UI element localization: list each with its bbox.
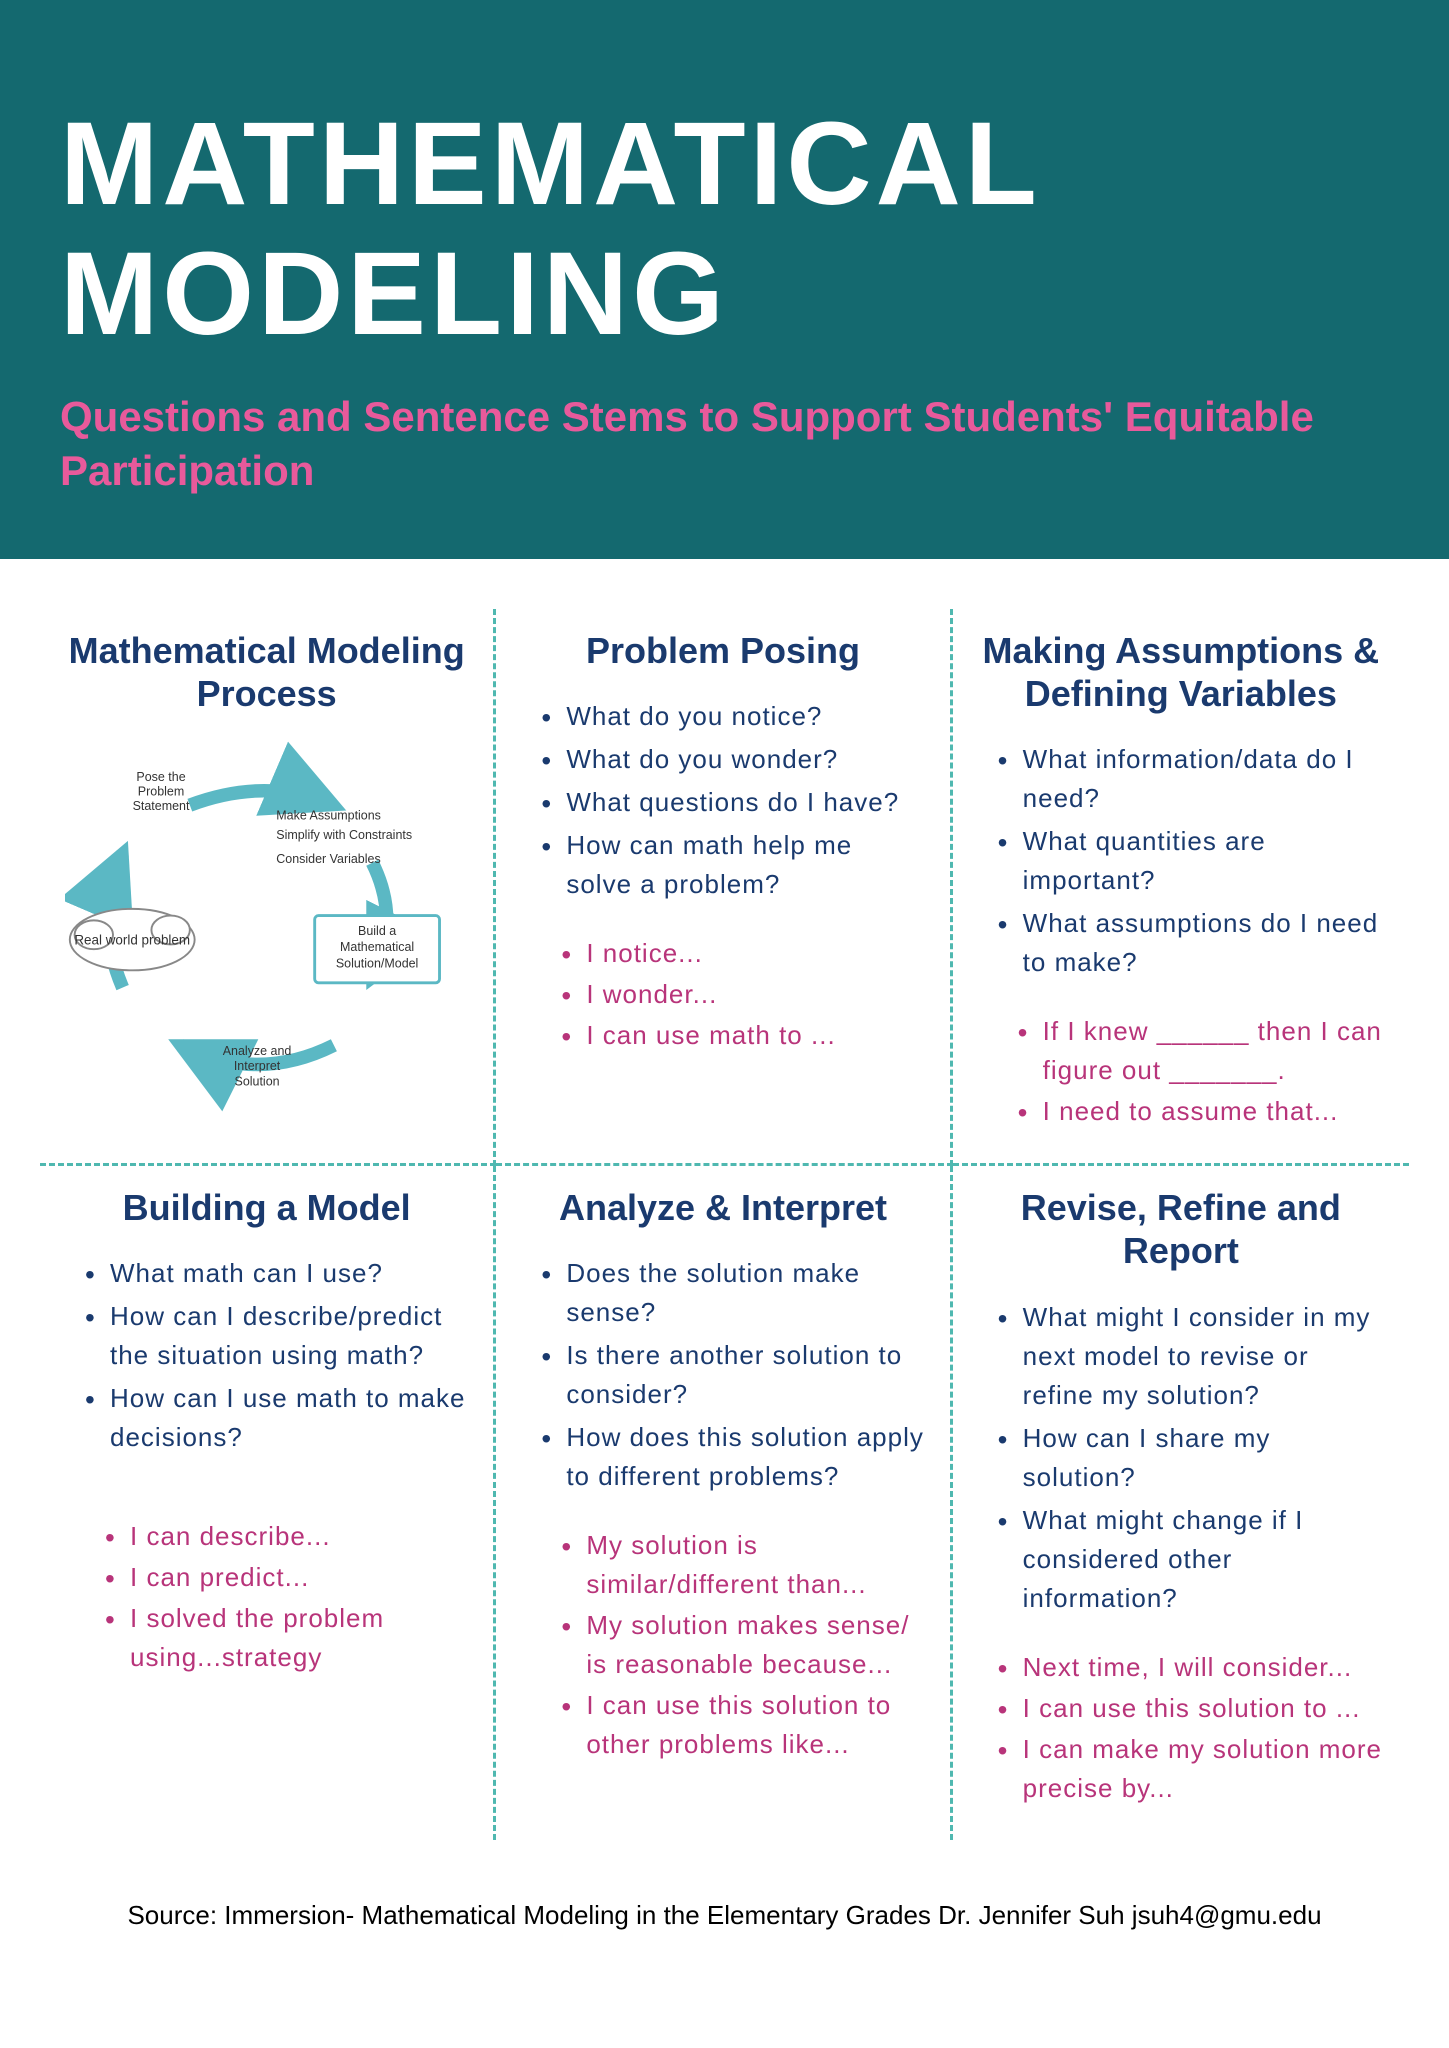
svg-text:Statement: Statement [133,799,190,813]
section-title: Analyze & Interpret [521,1186,924,1229]
section-assumptions: Making Assumptions & Defining Variables … [953,609,1409,1166]
stem-item: I wonder... [561,975,924,1014]
svg-text:Consider Variables: Consider Variables [276,852,380,866]
header-banner: MATHEMATICAL MODELING Questions and Sent… [0,0,1449,559]
stem-item: I can use this solution to other problem… [561,1686,924,1764]
question-list: What math can I use? How can I describe/… [65,1254,468,1457]
svg-text:Interpret: Interpret [234,1059,281,1073]
section-title: Revise, Refine and Report [978,1186,1384,1272]
question-item: How can I use math to make decisions? [85,1379,468,1457]
stem-list: My solution is similar/different than...… [521,1526,924,1764]
section-title: Mathematical Modeling Process [65,629,468,715]
question-list: What do you notice? What do you wonder? … [521,697,924,904]
grid-container: Mathematical Modeling Process [40,609,1409,1840]
section-analyze: Analyze & Interpret Does the solution ma… [496,1166,952,1839]
question-item: What information/data do I need? [998,740,1384,818]
question-list: What information/data do I need? What qu… [978,740,1384,982]
svg-text:Solution/Model: Solution/Model [336,957,418,971]
svg-text:Simplify with Constraints: Simplify with Constraints [276,828,412,842]
svg-text:Make Assumptions: Make Assumptions [276,809,381,823]
question-item: What do you wonder? [541,740,924,779]
stem-item: I can use this solution to ... [998,1689,1384,1728]
question-list: Does the solution make sense? Is there a… [521,1254,924,1496]
section-revise: Revise, Refine and Report What might I c… [953,1166,1409,1839]
section-title: Building a Model [65,1186,468,1229]
main-title: MATHEMATICAL MODELING [60,100,1389,360]
question-item: What quantities are important? [998,822,1384,900]
diagram-node-realworld: Real world problem [74,933,190,948]
svg-text:Build a: Build a [358,924,396,938]
question-item: What might change if I considered other … [998,1501,1384,1618]
stem-list: If I knew ______ then I can figure out _… [978,1012,1384,1131]
stem-item: I can make my solution more precise by..… [998,1730,1384,1808]
svg-text:Problem: Problem [138,785,184,799]
svg-text:Analyze and: Analyze and [223,1044,292,1058]
section-title: Making Assumptions & Defining Variables [978,629,1384,715]
subtitle: Questions and Sentence Stems to Support … [60,390,1389,499]
stem-item: Next time, I will consider... [998,1648,1384,1687]
stem-item: My solution makes sense/ is reasonable b… [561,1606,924,1684]
stem-item: I can describe... [105,1517,468,1556]
stem-item: I solved the problem using...strategy [105,1599,468,1677]
question-item: How can I describe/predict the situation… [85,1297,468,1375]
stem-list: Next time, I will consider... I can use … [978,1648,1384,1808]
question-item: Is there another solution to consider? [541,1336,924,1414]
question-item: What might I consider in my next model t… [998,1298,1384,1415]
question-item: What assumptions do I need to make? [998,904,1384,982]
question-list: What might I consider in my next model t… [978,1298,1384,1618]
stem-item: I can predict... [105,1558,468,1597]
section-process: Mathematical Modeling Process [40,609,496,1166]
svg-text:Mathematical: Mathematical [340,940,414,954]
stem-item: I notice... [561,934,924,973]
stem-item: If I knew ______ then I can figure out _… [1018,1012,1384,1090]
question-item: How can math help me solve a problem? [541,826,924,904]
question-item: Does the solution make sense? [541,1254,924,1332]
stem-item: My solution is similar/different than... [561,1526,924,1604]
question-item: What do you notice? [541,697,924,736]
process-diagram: Real world problem Build a Mathematical … [65,740,468,1120]
stem-item: I can use math to ... [561,1016,924,1055]
section-problem-posing: Problem Posing What do you notice? What … [496,609,952,1166]
stem-item: I need to assume that... [1018,1092,1384,1131]
svg-text:Solution: Solution [235,1075,280,1089]
stem-list: I can describe... I can predict... I sol… [65,1517,468,1677]
stem-list: I notice... I wonder... I can use math t… [521,934,924,1055]
question-item: What questions do I have? [541,783,924,822]
question-item: How can I share my solution? [998,1419,1384,1497]
question-item: How does this solution apply to differen… [541,1418,924,1496]
content-area: Mathematical Modeling Process [0,559,1449,1870]
section-title: Problem Posing [521,629,924,672]
source-citation: Source: Immersion- Mathematical Modeling… [0,1870,1449,1971]
section-building: Building a Model What math can I use? Ho… [40,1166,496,1839]
svg-text:Pose the: Pose the [136,770,185,784]
question-item: What math can I use? [85,1254,468,1293]
